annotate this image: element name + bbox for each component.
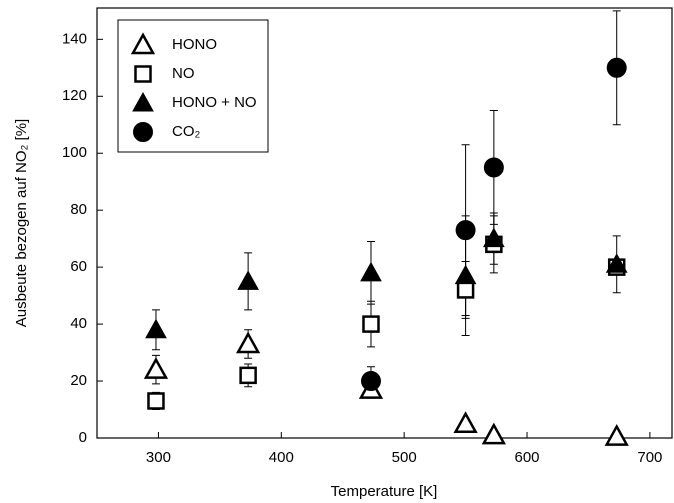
data-point [481, 422, 506, 445]
y-tick-label: 40 [70, 315, 87, 332]
data-point [453, 411, 478, 434]
legend-label: NO [172, 65, 195, 82]
legend-marker [132, 91, 154, 112]
legend-marker [133, 122, 153, 142]
y-axis-label: Ausbeute bezogen auf NO₂ [%] [13, 119, 30, 327]
data-point [235, 331, 261, 354]
plot-frame [96, 7, 673, 439]
y-tick-label: 0 [79, 429, 87, 446]
legend-box [117, 19, 269, 153]
x-tick-label: 700 [637, 449, 662, 466]
legend-label: HONO + NO [172, 94, 257, 111]
y-tick-label: 100 [62, 144, 87, 161]
data-point [239, 366, 257, 385]
data-point [483, 157, 504, 178]
legend-marker [134, 65, 152, 83]
data-point [237, 270, 259, 290]
x-tick-label: 500 [392, 449, 417, 466]
data-point [360, 371, 381, 392]
legend-marker [130, 32, 156, 55]
y-tick-label: 120 [62, 87, 87, 104]
x-axis-label: Temperature [K] [331, 483, 438, 500]
data-point [454, 264, 477, 285]
x-tick-label: 400 [269, 449, 294, 466]
data-point [143, 357, 169, 379]
legend-label: HONO [172, 36, 217, 53]
y-tick-label: 140 [62, 30, 87, 47]
data-point [455, 220, 476, 241]
x-tick-label: 600 [515, 449, 540, 466]
data-point [456, 281, 475, 299]
legend-label: CO₂ [172, 123, 201, 140]
data-point [604, 424, 629, 446]
data-point [360, 261, 382, 282]
data-point [147, 392, 165, 410]
data-point [482, 227, 505, 248]
y-tick-label: 20 [70, 372, 87, 389]
x-tick-label: 300 [146, 449, 171, 466]
y-tick-label: 60 [70, 258, 87, 275]
data-point [606, 57, 627, 78]
data-point [605, 253, 628, 273]
data-point [362, 315, 380, 333]
data-point [145, 318, 167, 339]
y-tick-label: 80 [70, 201, 87, 218]
